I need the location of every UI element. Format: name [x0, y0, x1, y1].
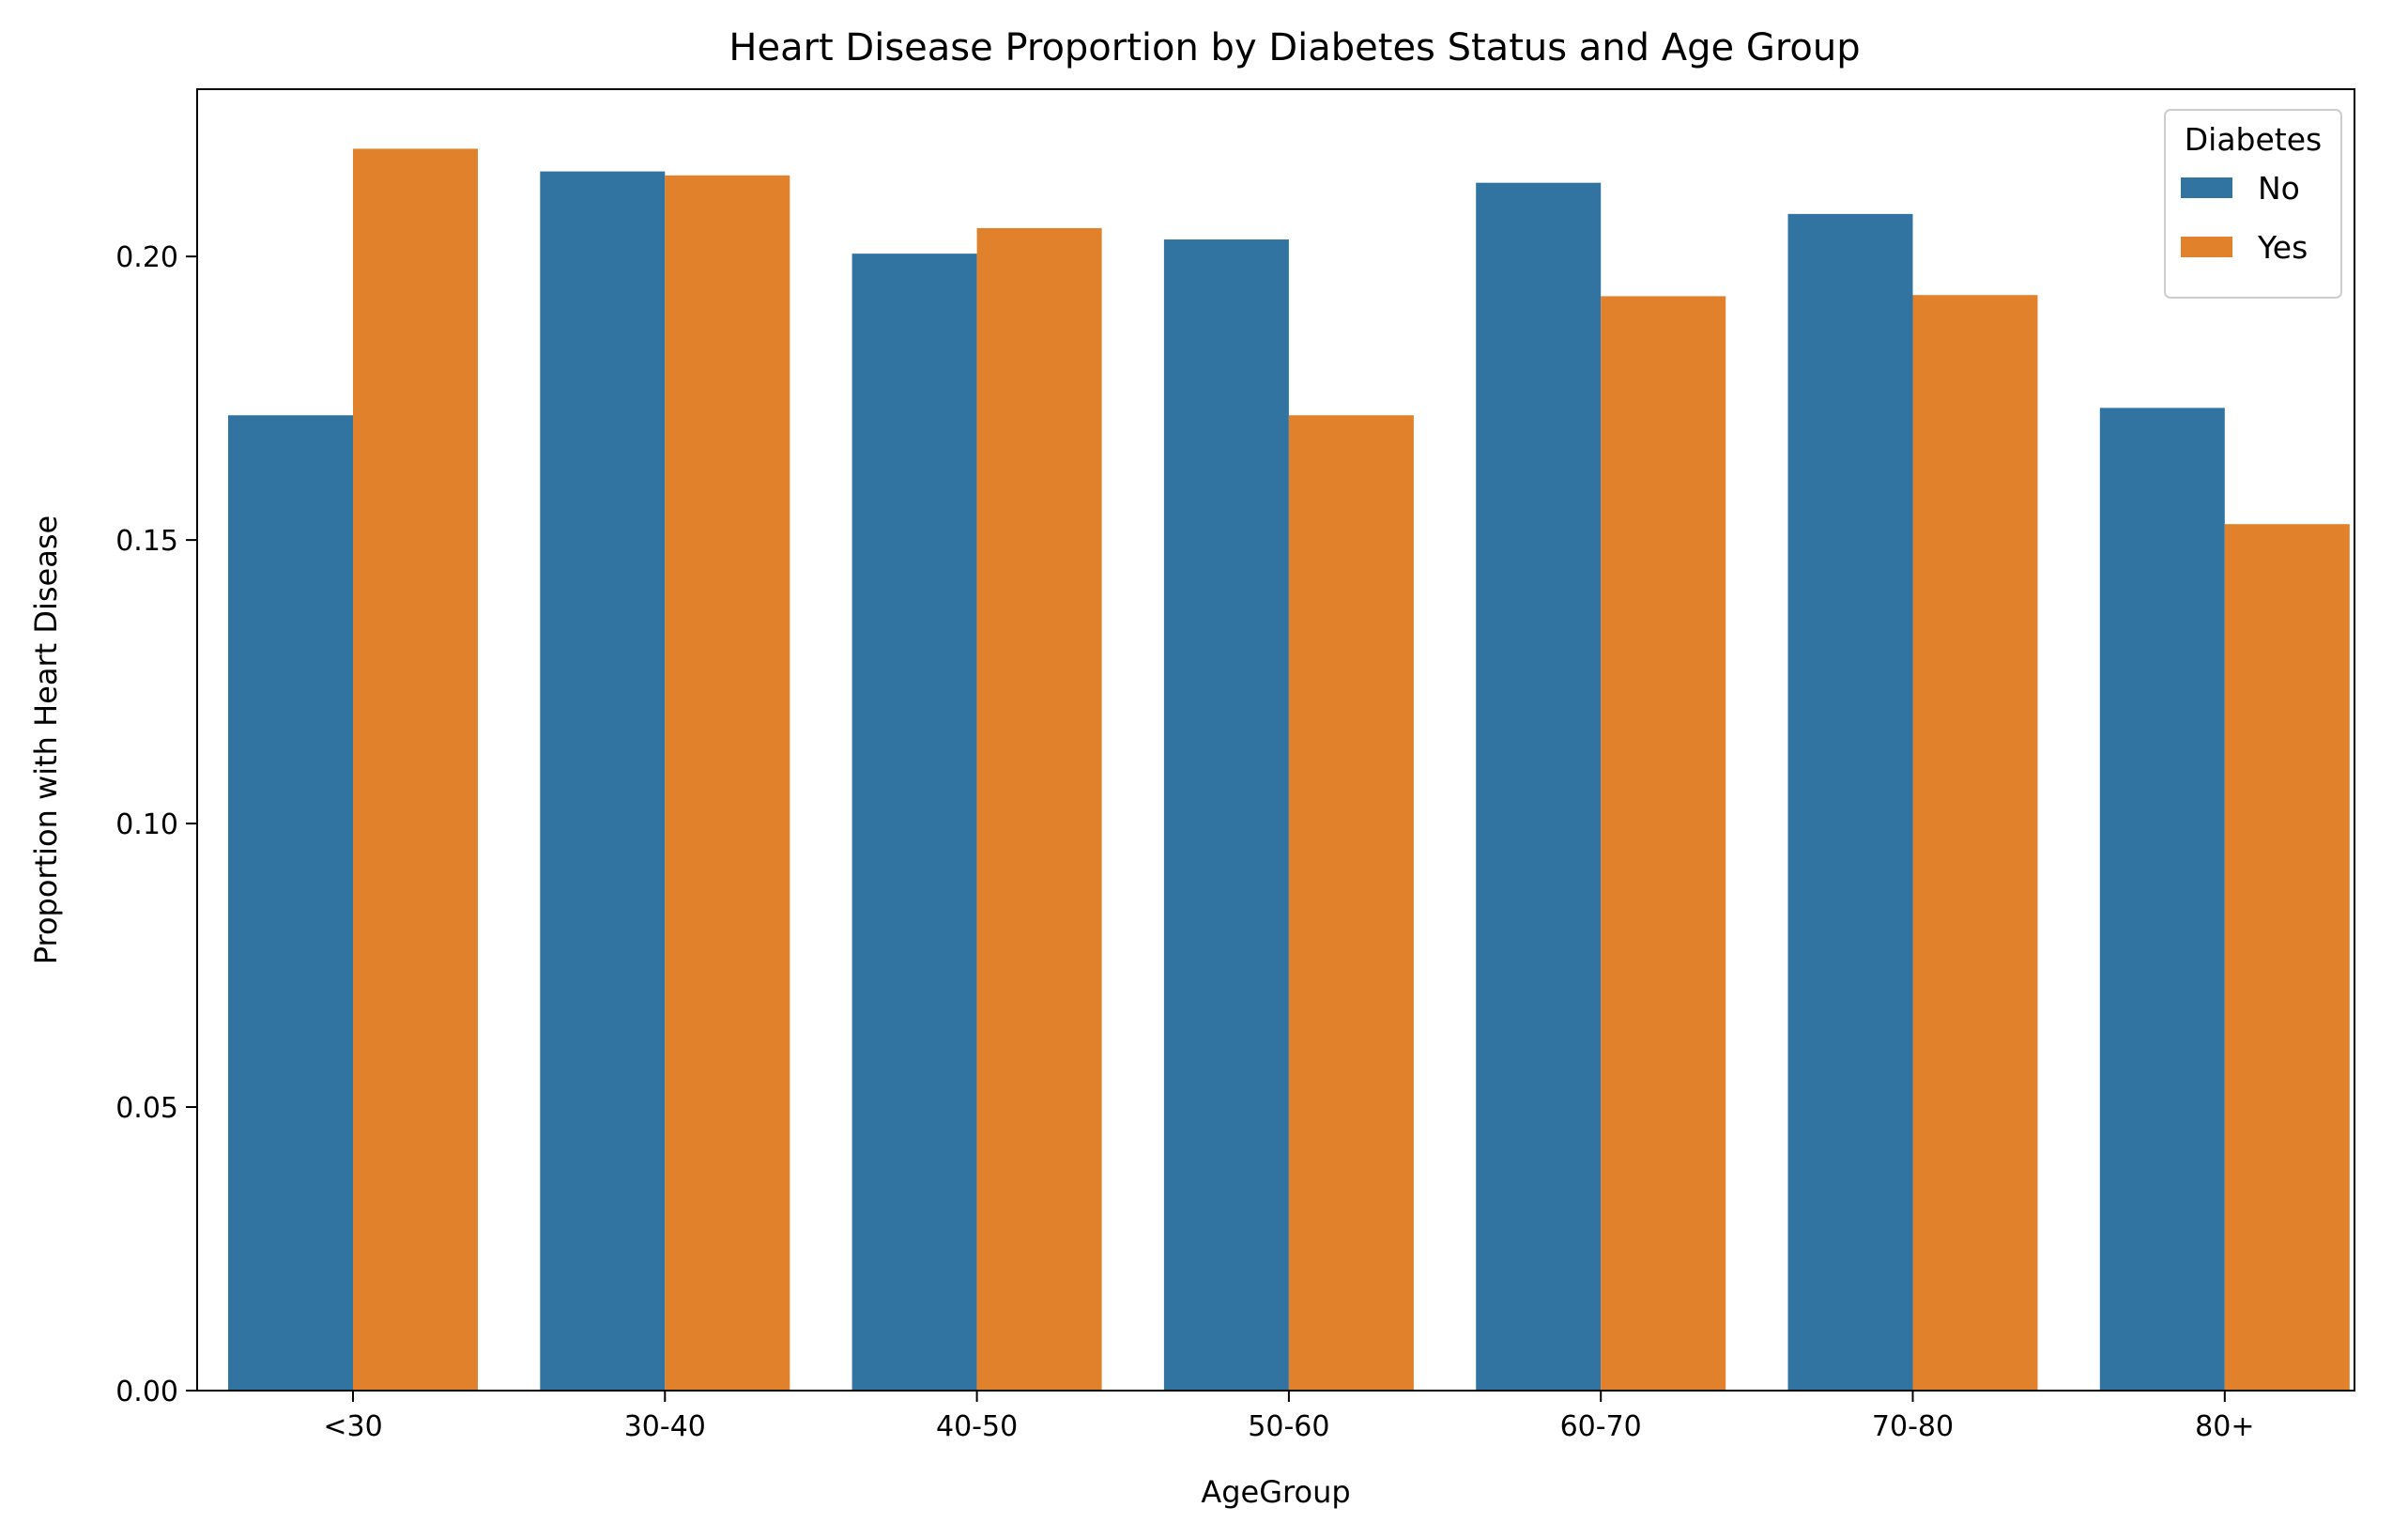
bar-no-5	[1787, 213, 1913, 1391]
bar-no-4	[1476, 182, 1602, 1391]
y-tick-label: 0.00	[115, 1376, 178, 1408]
bar-no-2	[851, 254, 977, 1392]
bar-yes-3	[1288, 415, 1414, 1392]
x-axis-ticks: <30 30-40 40-50 50-60 60-70 70-80 80+	[323, 1391, 2254, 1443]
legend-swatch-yes	[2181, 237, 2232, 257]
bar-yes-6	[2224, 524, 2350, 1391]
bars	[228, 148, 2350, 1392]
legend-label-yes: Yes	[2257, 229, 2308, 266]
x-tick-label: 70-80	[1872, 1410, 1954, 1443]
chart-title: Heart Disease Proportion by Diabetes Sta…	[729, 26, 1860, 69]
bar-no-3	[1163, 239, 1289, 1392]
y-axis-title: Proportion with Heart Disease	[28, 515, 64, 964]
x-tick-label: <30	[323, 1410, 382, 1443]
y-tick-label: 0.05	[115, 1092, 178, 1125]
x-tick-label: 30-40	[624, 1410, 706, 1443]
x-tick-label: 80+	[2195, 1410, 2254, 1443]
bar-yes-0	[353, 148, 478, 1392]
bar-yes-2	[976, 227, 1102, 1391]
x-tick-label: 50-60	[1248, 1410, 1329, 1443]
legend-swatch-no	[2181, 177, 2232, 198]
y-tick-label: 0.15	[115, 525, 178, 558]
x-tick-label: 40-50	[936, 1410, 1018, 1443]
x-axis-title: AgeGroup	[1201, 1474, 1350, 1510]
y-tick-label: 0.20	[115, 241, 178, 274]
x-tick-label: 60-70	[1560, 1410, 1642, 1443]
legend-label-no: No	[2258, 170, 2300, 207]
bar-no-0	[228, 415, 353, 1392]
plot-frame	[196, 88, 2355, 1392]
y-axis-ticks: 0.00 0.05 0.10 0.15 0.20	[115, 241, 197, 1408]
bar-yes-1	[665, 175, 790, 1391]
legend-entries: No Yes	[2181, 170, 2308, 266]
legend: Diabetes No Yes	[2164, 109, 2342, 299]
bar-no-6	[2099, 408, 2225, 1391]
y-tick-label: 0.10	[115, 808, 178, 841]
legend-title: Diabetes	[2185, 121, 2323, 158]
bar-yes-4	[1601, 296, 1726, 1391]
bar-no-1	[540, 171, 666, 1392]
bar-yes-5	[1912, 295, 2038, 1392]
